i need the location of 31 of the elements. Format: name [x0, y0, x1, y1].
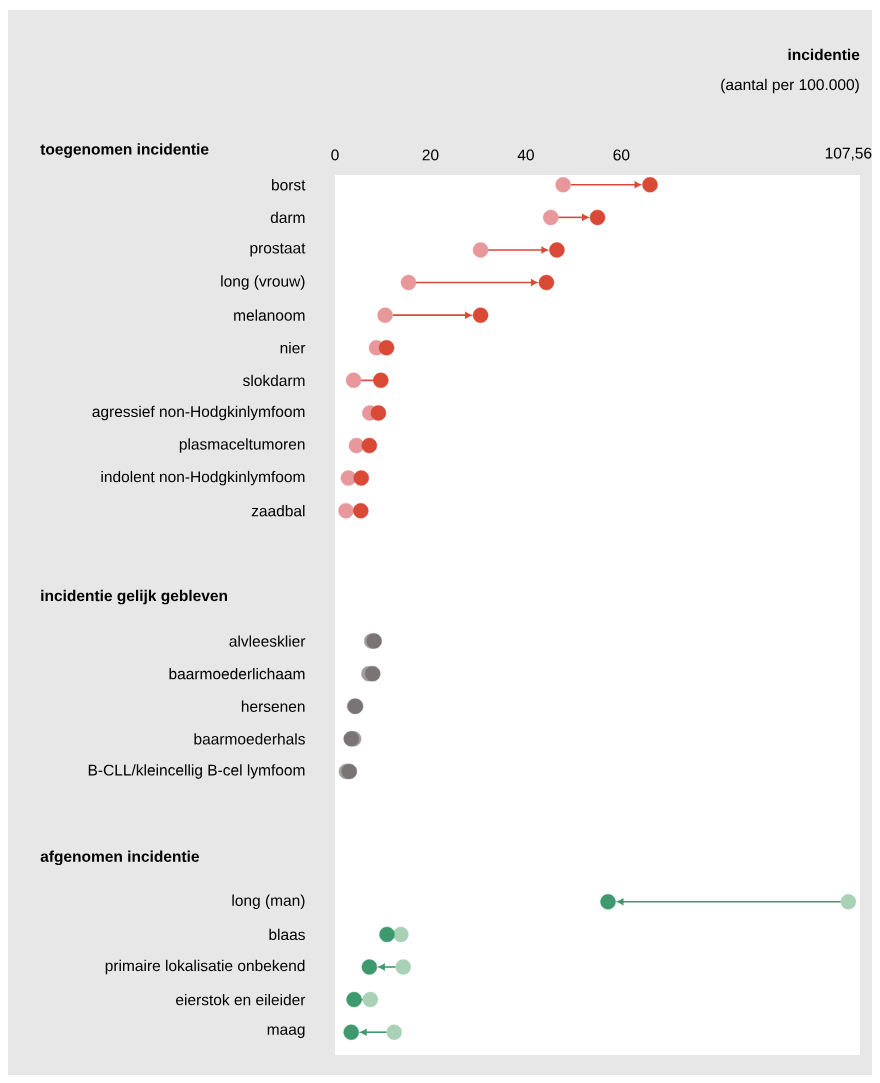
x-tick-label: 0 — [331, 149, 339, 161]
chart-subtitle: (aantal per 100.000) — [721, 78, 859, 94]
y-tick-label: baarmoederhals — [194, 733, 305, 745]
y-tick-label: agressief non-Hodgkinlymfoom — [92, 405, 305, 421]
y-tick-label: nier — [280, 342, 306, 354]
y-tick-label: alvleesklier — [229, 635, 306, 647]
text: incidentie gelijk gebleven — [41, 589, 228, 605]
y-tick-label: plasmaceltumoren — [179, 438, 305, 453]
y-tick-label: blaas — [269, 928, 305, 941]
y-tick-label: indolent non-Hodgkinlymfoom — [101, 470, 305, 486]
y-tick-label: B-CLL/kleincellig B-cel lymfoom — [88, 764, 305, 779]
y-tick-label: zaadbal — [251, 505, 305, 517]
y-tick-label: prostaat — [250, 243, 306, 257]
y-tick-label: eierstok en eileider — [176, 993, 306, 1006]
y-tick-label: melanoom — [234, 309, 305, 321]
y-tick-label: baarmoederlichaam — [169, 667, 305, 680]
y-tick-label: borst — [272, 179, 306, 191]
y-tick-label: darm — [270, 211, 305, 224]
text: afgenomen incidentie — [40, 850, 199, 866]
y-tick-label: hersenen — [241, 700, 305, 712]
chart-title: incidentie — [788, 48, 860, 61]
y-tick-label: slokdarm — [243, 374, 305, 387]
x-tick-label: 107,56 — [825, 147, 872, 161]
y-tick-label: long (vrouw) — [221, 275, 305, 290]
y-tick-label: primaire lokalisatie onbekend — [105, 959, 305, 975]
text: toegenomen incidentie — [40, 143, 209, 158]
y-tick-label: long (man) — [232, 894, 305, 910]
x-tick-label: 20 — [422, 149, 439, 161]
x-tick-label: 60 — [613, 149, 630, 161]
x-tick-label: 40 — [517, 149, 534, 161]
y-tick-label: maag — [267, 1026, 305, 1038]
